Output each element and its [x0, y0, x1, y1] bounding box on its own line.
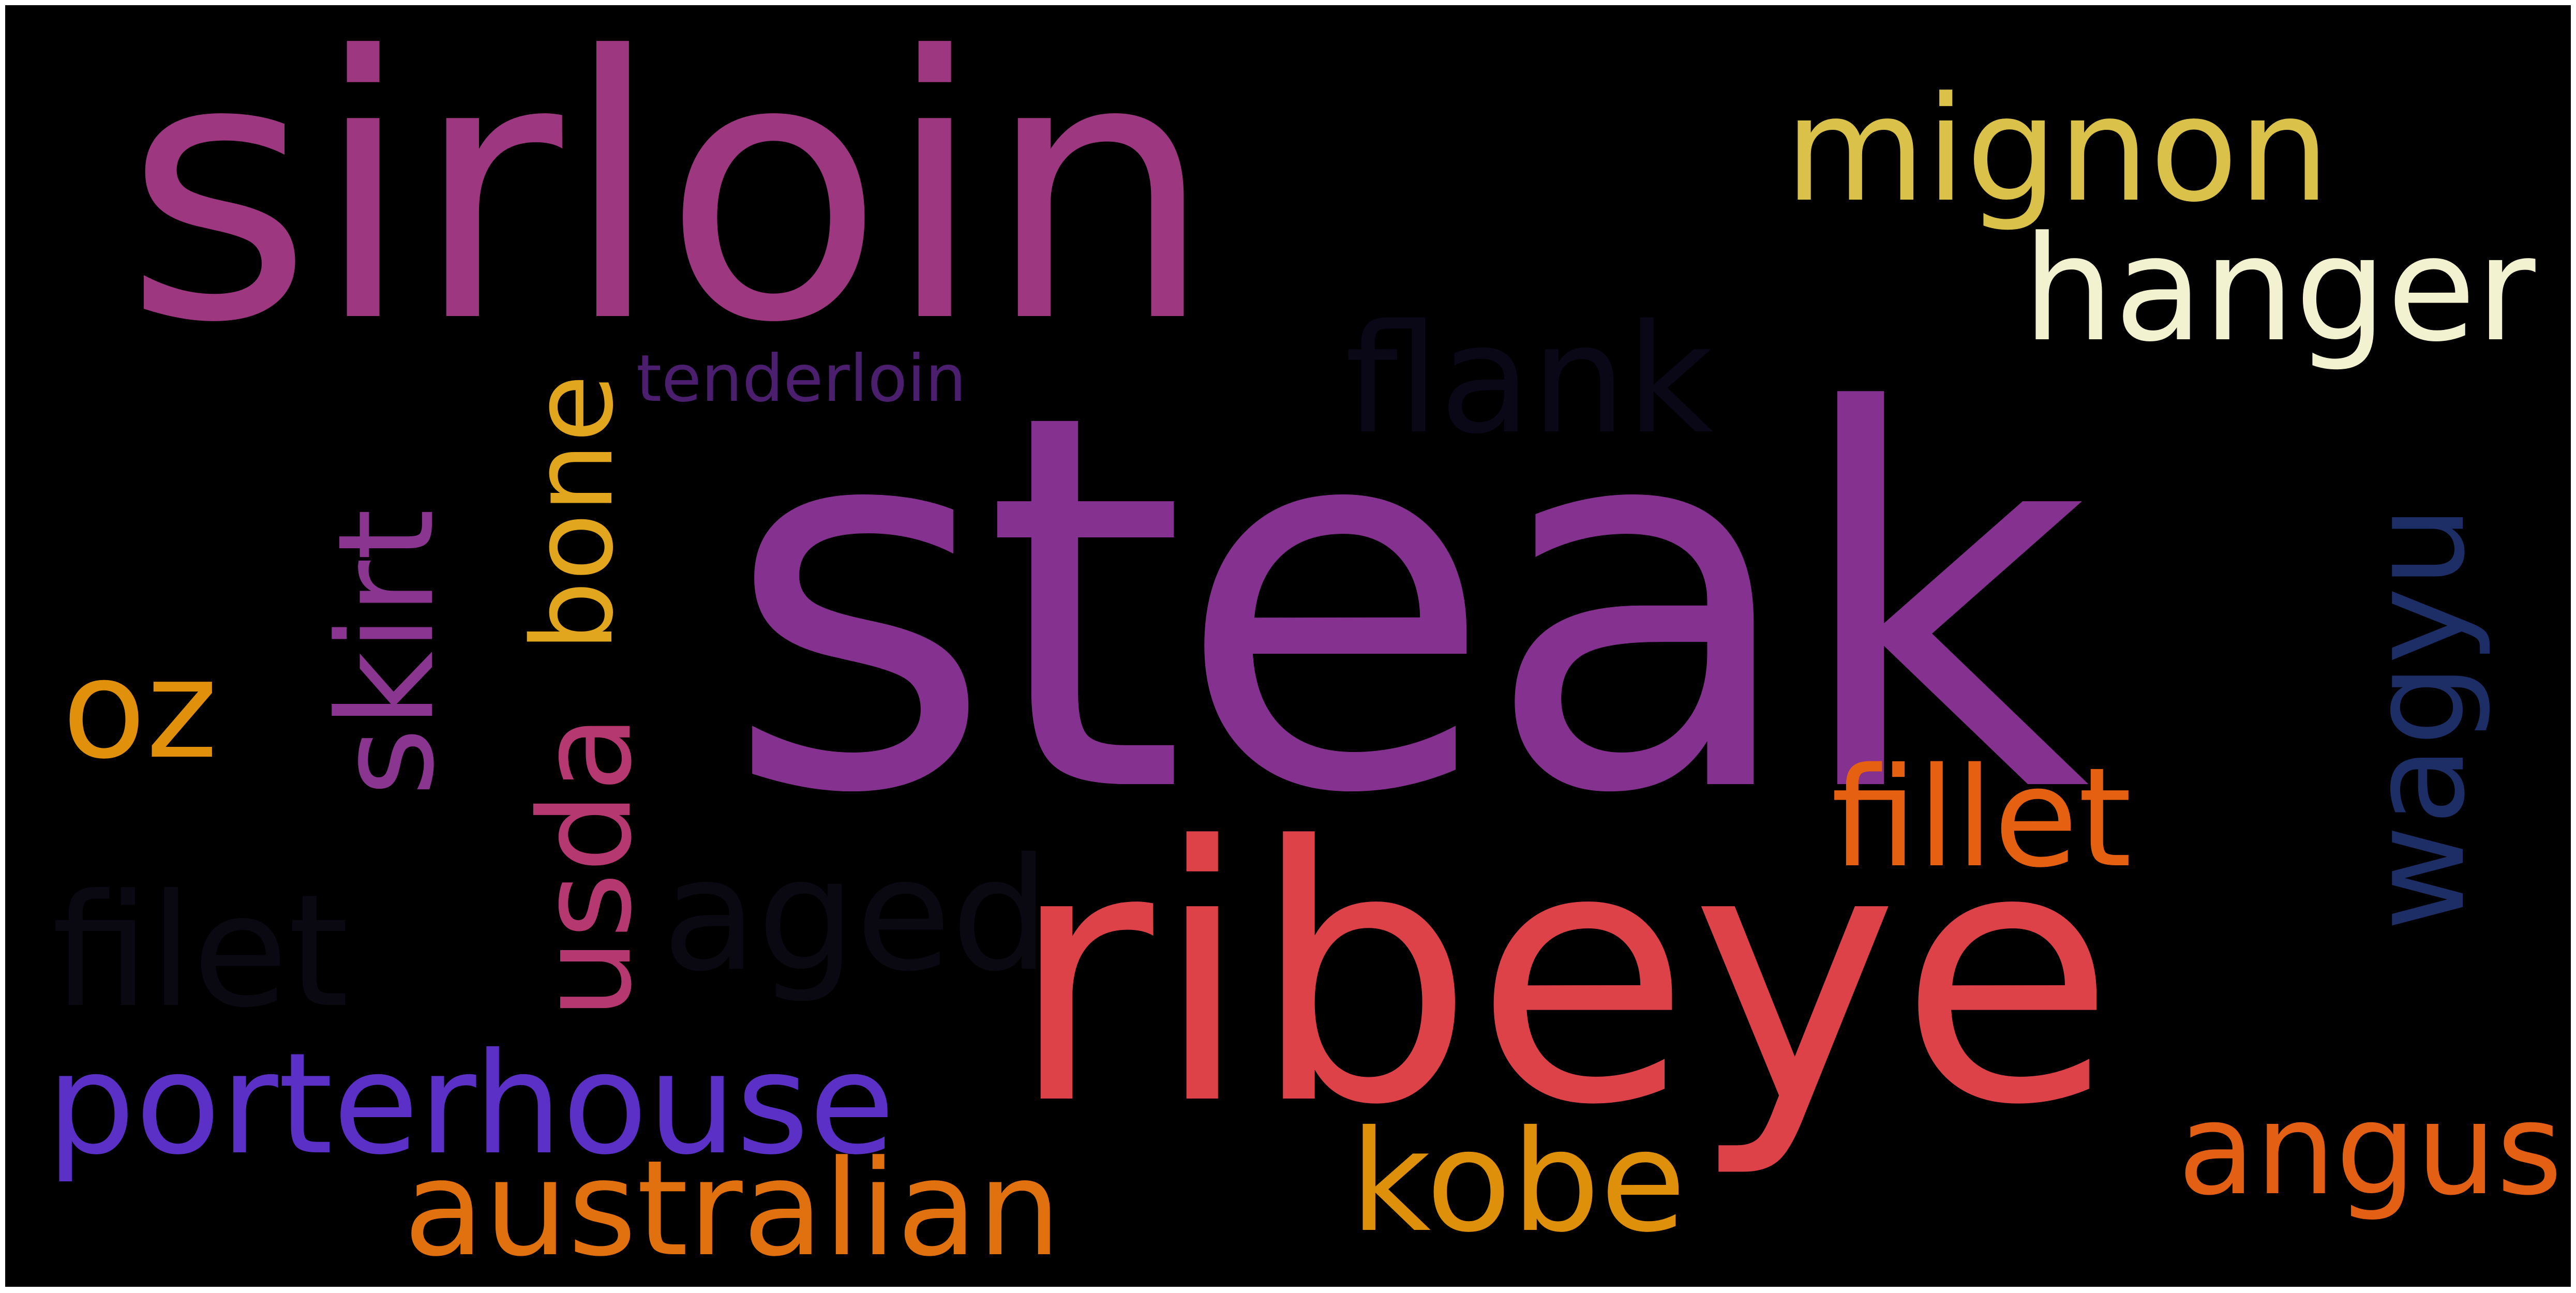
word-ribeye: ribeye: [1009, 773, 2116, 1182]
word-skirt: skirt: [310, 508, 463, 796]
word-bone: bone: [508, 374, 638, 652]
word-sirloin: sirloin: [124, 5, 1215, 402]
word-australian: australian: [403, 1132, 1061, 1286]
word-tenderloin: tenderloin: [636, 341, 966, 416]
word-usda: usda: [512, 714, 660, 1019]
word-kobe: kobe: [1350, 1100, 1686, 1263]
word-porterhouse: porterhouse: [47, 1023, 895, 1185]
word-oz: oz: [62, 630, 218, 789]
word-hanger: hanger: [2023, 205, 2536, 374]
word-filet: filet: [52, 861, 349, 1042]
word-mignon: mignon: [1785, 66, 2330, 234]
word-aged: aged: [662, 825, 1050, 1005]
word-cloud: steak sirloin ribeye mignon hanger flank…: [5, 5, 2571, 1287]
word-fillet: fillet: [1831, 739, 2132, 898]
word-wagyu: wagyu: [2343, 505, 2493, 931]
word-flank: flank: [1345, 293, 1714, 467]
word-angus: angus: [2178, 1076, 2563, 1223]
word-steak: steak: [724, 304, 2090, 906]
